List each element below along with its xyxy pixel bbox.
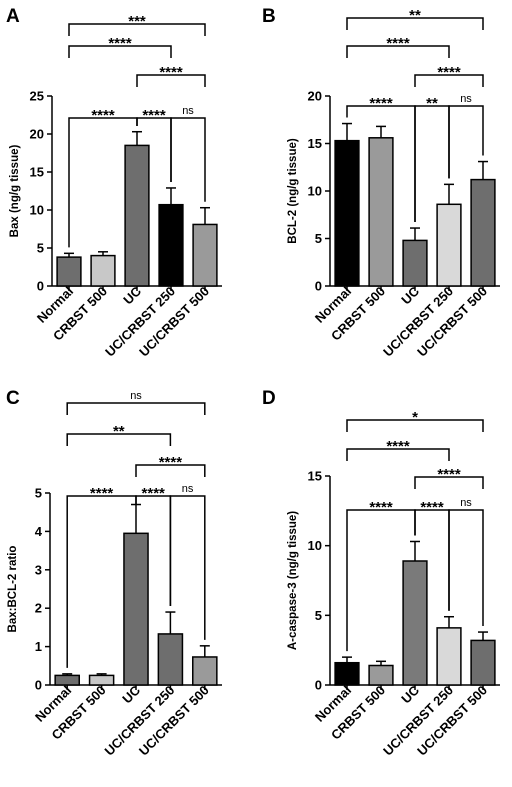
- y-tick-label: 10: [30, 203, 44, 218]
- bar-3: [436, 627, 462, 686]
- significance-label: ****: [386, 35, 410, 52]
- panel-label: B: [262, 6, 276, 27]
- significance-bracket: [66, 402, 206, 415]
- y-tick-label: 4: [35, 524, 43, 539]
- significance-label: ns: [182, 105, 194, 117]
- y-tick-label: 0: [35, 678, 42, 693]
- significance-label: **: [426, 95, 438, 112]
- y-tick-label: 5: [37, 241, 44, 256]
- bar-4: [192, 656, 218, 686]
- significance-bracket: [68, 45, 172, 58]
- panel-label: D: [262, 388, 276, 409]
- y-tick-label: 10: [308, 538, 322, 553]
- y-axis-label: Bax (ng/g tissue): [9, 145, 21, 238]
- y-axis-label: BCL-2 (ng/g tissue): [287, 138, 299, 244]
- significance-bracket: [66, 433, 172, 446]
- bar-2: [124, 144, 150, 287]
- significance-label: ****: [159, 64, 183, 81]
- significance-bracket: [346, 419, 484, 432]
- significance-bracket: [346, 17, 484, 30]
- significance-bracket: [136, 74, 206, 87]
- bar-1: [368, 664, 394, 686]
- significance-bracket: [68, 23, 206, 36]
- bar-3: [436, 203, 462, 287]
- y-tick-label: 0: [315, 279, 322, 294]
- significance-label: ns: [460, 93, 472, 105]
- y-tick-label: 15: [308, 469, 322, 484]
- y-tick-label: 15: [308, 136, 322, 151]
- y-tick-label: 5: [315, 231, 322, 246]
- bar-4: [470, 178, 496, 287]
- bar-0: [56, 256, 82, 287]
- y-tick-label: 20: [30, 127, 44, 142]
- significance-label: ***: [128, 13, 146, 30]
- significance-label: ****: [437, 64, 461, 81]
- bar-1: [90, 254, 116, 287]
- significance-label: ns: [460, 497, 472, 509]
- bar-0: [334, 661, 360, 686]
- significance-label: **: [113, 423, 125, 440]
- bar-2: [402, 560, 428, 686]
- y-tick-label: 0: [37, 279, 44, 294]
- y-tick-label: 10: [308, 184, 322, 199]
- bar-1: [368, 137, 394, 287]
- significance-label: ****: [142, 107, 166, 124]
- significance-bracket: [414, 476, 484, 489]
- significance-bracket: [135, 464, 206, 477]
- significance-label: ns: [130, 390, 142, 402]
- significance-bracket: [448, 105, 484, 179]
- y-tick-label: 2: [35, 601, 42, 616]
- bar-0: [334, 139, 360, 287]
- bar-3: [157, 633, 184, 686]
- significance-label: *: [412, 409, 418, 426]
- significance-bracket: [448, 509, 484, 627]
- significance-bracket: [346, 448, 450, 461]
- panel-label: A: [6, 6, 20, 27]
- significance-label: ****: [159, 454, 183, 471]
- y-tick-label: 5: [35, 486, 42, 501]
- significance-label: ****: [369, 95, 393, 112]
- panel-label: C: [6, 388, 20, 409]
- bar-1: [88, 674, 115, 686]
- bar-4: [470, 639, 496, 686]
- significance-label: ****: [91, 107, 115, 124]
- significance-bracket: [169, 495, 206, 640]
- significance-label: ****: [108, 35, 132, 52]
- significance-label: ****: [420, 499, 444, 516]
- bar-2: [123, 532, 149, 686]
- bar-2: [402, 239, 428, 287]
- bar-4: [192, 223, 218, 287]
- significance-label: ****: [369, 499, 393, 516]
- significance-label: ns: [182, 483, 194, 495]
- y-axis-label: A-caspase-3 (ng/g tissue): [287, 511, 299, 650]
- y-tick-label: 3: [35, 562, 42, 577]
- y-tick-label: 20: [308, 89, 322, 104]
- significance-bracket: [170, 117, 206, 202]
- significance-label: ****: [142, 485, 166, 502]
- bar-3: [158, 203, 184, 287]
- y-axis-label: Bax:BCL-2 ratio: [7, 546, 19, 633]
- significance-bracket: [414, 74, 484, 87]
- y-tick-label: 5: [315, 608, 322, 623]
- bar-0: [54, 674, 80, 686]
- y-tick-label: 25: [30, 89, 44, 104]
- significance-label: ****: [386, 438, 410, 455]
- y-tick-label: 0: [315, 678, 322, 693]
- y-tick-label: 15: [30, 165, 44, 180]
- significance-label: ****: [437, 466, 461, 483]
- significance-bracket: [346, 45, 450, 58]
- significance-label: **: [409, 7, 421, 24]
- significance-label: ****: [90, 485, 114, 502]
- y-tick-label: 1: [35, 639, 42, 654]
